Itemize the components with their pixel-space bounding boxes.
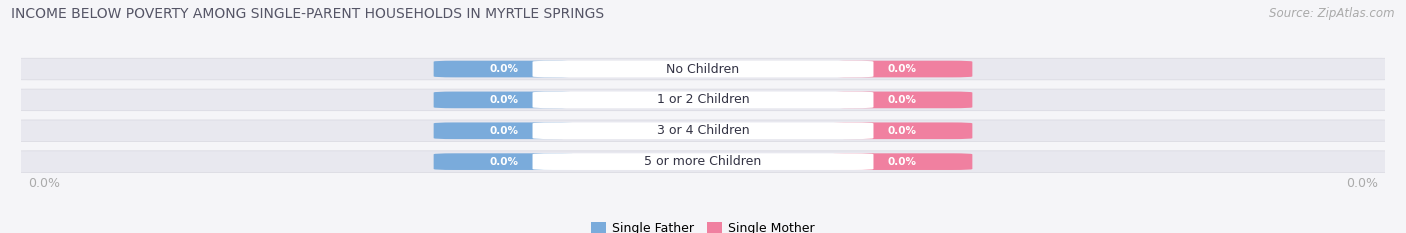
Text: 0.0%: 0.0% [489,95,517,105]
FancyBboxPatch shape [832,92,973,108]
FancyBboxPatch shape [533,61,873,77]
Text: 0.0%: 0.0% [28,177,60,190]
FancyBboxPatch shape [533,153,873,170]
FancyBboxPatch shape [11,58,1395,80]
Text: INCOME BELOW POVERTY AMONG SINGLE-PARENT HOUSEHOLDS IN MYRTLE SPRINGS: INCOME BELOW POVERTY AMONG SINGLE-PARENT… [11,7,605,21]
FancyBboxPatch shape [11,89,1395,111]
Text: 3 or 4 Children: 3 or 4 Children [657,124,749,137]
FancyBboxPatch shape [11,151,1395,172]
Text: 0.0%: 0.0% [489,64,517,74]
Legend: Single Father, Single Mother: Single Father, Single Mother [591,222,815,233]
FancyBboxPatch shape [832,122,973,139]
Text: 0.0%: 0.0% [489,126,517,136]
Text: 0.0%: 0.0% [889,95,917,105]
FancyBboxPatch shape [11,120,1395,142]
Text: 0.0%: 0.0% [889,157,917,167]
Text: 1 or 2 Children: 1 or 2 Children [657,93,749,106]
Text: 0.0%: 0.0% [489,157,517,167]
Text: No Children: No Children [666,62,740,75]
FancyBboxPatch shape [433,153,574,170]
Text: 5 or more Children: 5 or more Children [644,155,762,168]
Text: 0.0%: 0.0% [1346,177,1378,190]
Text: Source: ZipAtlas.com: Source: ZipAtlas.com [1270,7,1395,20]
FancyBboxPatch shape [433,61,574,77]
FancyBboxPatch shape [832,153,973,170]
FancyBboxPatch shape [832,61,973,77]
FancyBboxPatch shape [433,122,574,139]
FancyBboxPatch shape [433,92,574,108]
FancyBboxPatch shape [533,122,873,139]
FancyBboxPatch shape [533,92,873,108]
Text: 0.0%: 0.0% [889,126,917,136]
Text: 0.0%: 0.0% [889,64,917,74]
